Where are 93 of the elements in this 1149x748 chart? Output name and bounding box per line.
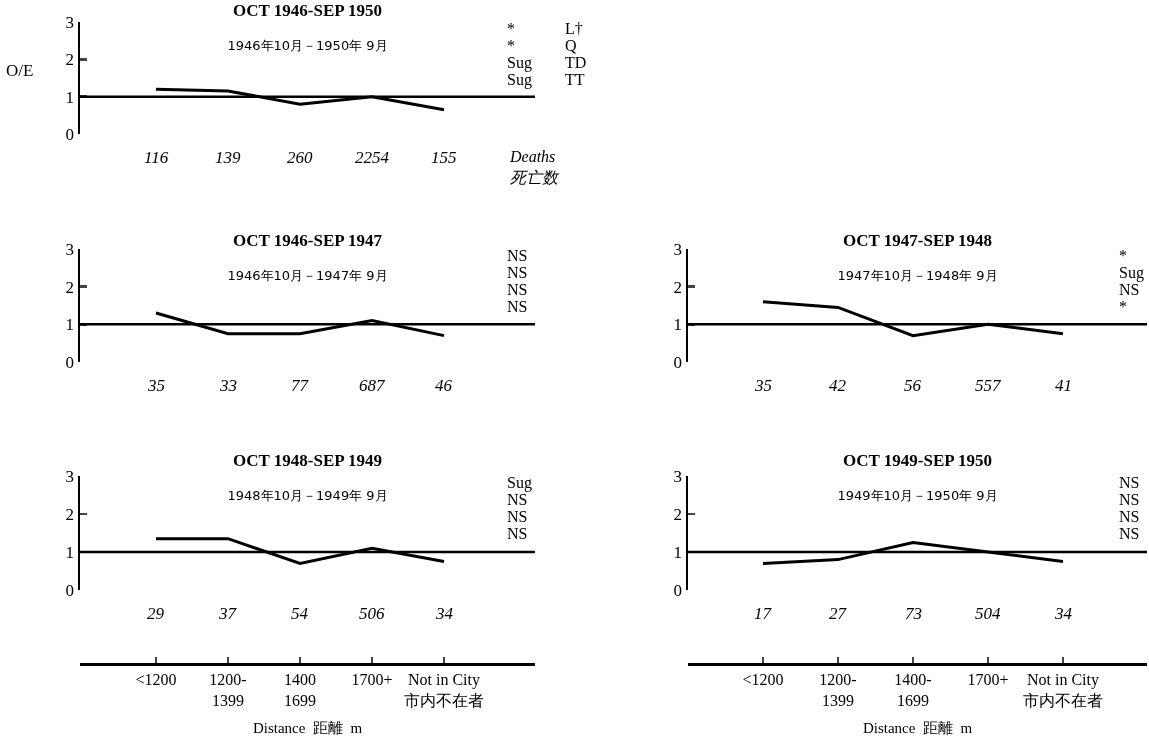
annotation: NS <box>507 247 528 264</box>
annotation: Sug <box>1119 264 1144 282</box>
annotation: NS <box>1119 474 1140 491</box>
text: 29 <box>147 604 165 623</box>
text: 54 <box>291 604 309 623</box>
text: 506 <box>359 604 385 623</box>
text: 504 <box>975 604 1001 623</box>
text: 557 <box>975 376 1002 395</box>
y-tick-label: 2 <box>673 277 683 297</box>
text: Q <box>565 37 577 54</box>
annotation: NS <box>507 264 528 281</box>
annotation: NS <box>507 525 528 542</box>
text: 155 <box>431 148 457 167</box>
annotation: NS <box>1119 491 1140 508</box>
text: TT <box>565 71 585 88</box>
text: 17 <box>754 604 773 623</box>
text: 2254 <box>355 148 390 167</box>
x-tick-label: 1700+ <box>967 670 1009 688</box>
y-tick-label: 1 <box>65 87 75 107</box>
text: TD <box>565 54 587 71</box>
x-tick-label: 1700+ <box>351 670 393 688</box>
annotation: NS <box>507 508 528 525</box>
y-tick-label: 2 <box>65 277 75 297</box>
x-axis-title: Distance 距離 m <box>252 719 363 736</box>
y-tick-label: 0 <box>673 580 683 600</box>
annotation: NS <box>507 281 528 298</box>
x-tick-label: <1200 <box>135 670 177 688</box>
chart-title: OCT 1949-SEP 1950 <box>843 450 992 470</box>
chart-title: OCT 1946-SEP 1947 <box>233 230 383 250</box>
chart-title: OCT 1947-SEP 1948 <box>843 230 992 250</box>
text: 1948年10月－1949年 9月 <box>227 487 388 503</box>
annotation: * <box>1119 247 1127 264</box>
text: Deaths 死亡数 <box>509 148 560 186</box>
chart-title: OCT 1946-SEP 1950 <box>233 0 382 20</box>
text: 34 <box>435 604 454 623</box>
text: 46 <box>435 376 453 395</box>
y-tick-label: 2 <box>65 504 75 524</box>
text: 27 <box>829 604 848 623</box>
text: 37 <box>218 604 238 623</box>
text: 687 <box>359 376 386 395</box>
text: 1949年10月－1950年 9月 <box>837 487 998 503</box>
annotation: Sug <box>507 54 532 72</box>
annotation: Sug <box>507 474 532 492</box>
x-tick-label: 1400 1699 <box>284 670 316 709</box>
annotation: NS <box>507 298 528 315</box>
x-tick-label: 1200- 1399 <box>819 670 857 709</box>
y-tick-label: 2 <box>673 504 683 524</box>
x-axis-title: Distance 距離 m <box>862 719 973 736</box>
x-tick-label: 1400- 1699 <box>894 670 932 709</box>
text: 139 <box>215 148 241 167</box>
text: 42 <box>829 376 847 395</box>
text: 260 <box>287 148 313 167</box>
text: 73 <box>905 604 922 623</box>
y-tick-label: 3 <box>673 466 683 486</box>
text: 33 <box>219 376 237 395</box>
text: 1946年10月－1947年 9月 <box>227 267 388 283</box>
y-tick-label: 3 <box>65 466 75 486</box>
annotation: Sug <box>507 71 532 89</box>
annotation: * <box>507 20 515 37</box>
annotation: NS <box>1119 281 1140 298</box>
y-tick-label: 0 <box>65 352 75 372</box>
y-tick-label: 1 <box>65 542 75 562</box>
text: 56 <box>904 376 922 395</box>
y-tick-label: 2 <box>65 50 75 70</box>
y-tick-label: 0 <box>65 124 75 144</box>
y-tick-label: 3 <box>65 239 75 259</box>
text: 35 <box>754 376 772 395</box>
text: 77 <box>291 376 310 395</box>
text: 35 <box>147 376 165 395</box>
annotation: NS <box>507 491 528 508</box>
annotation: * <box>507 37 515 54</box>
y-tick-label: 3 <box>673 239 683 259</box>
chart-title: OCT 1948-SEP 1949 <box>233 450 382 470</box>
y-tick-label: 1 <box>673 315 683 335</box>
text: 1946年10月－1950年 9月 <box>227 37 388 53</box>
y-tick-label: 3 <box>65 12 75 32</box>
y-axis-title: O/E <box>6 61 34 80</box>
annotation: NS <box>1119 508 1140 525</box>
x-tick-label: Not in City 市内不在者 <box>404 670 484 709</box>
text: 41 <box>1055 376 1072 395</box>
text: L† <box>565 20 583 37</box>
y-tick-label: 0 <box>673 352 683 372</box>
x-tick-label: <1200 <box>742 670 784 688</box>
y-tick-label: 1 <box>673 542 683 562</box>
y-tick-label: 1 <box>65 315 75 335</box>
text: 1947年10月－1948年 9月 <box>837 267 998 283</box>
text: 34 <box>1054 604 1073 623</box>
text: 116 <box>144 148 169 167</box>
y-tick-label: 0 <box>65 580 75 600</box>
x-tick-label: Not in City 市内不在者 <box>1023 670 1103 709</box>
annotation: * <box>1119 298 1127 315</box>
x-tick-label: 1200- 1399 <box>209 670 247 709</box>
annotation: NS <box>1119 525 1140 542</box>
